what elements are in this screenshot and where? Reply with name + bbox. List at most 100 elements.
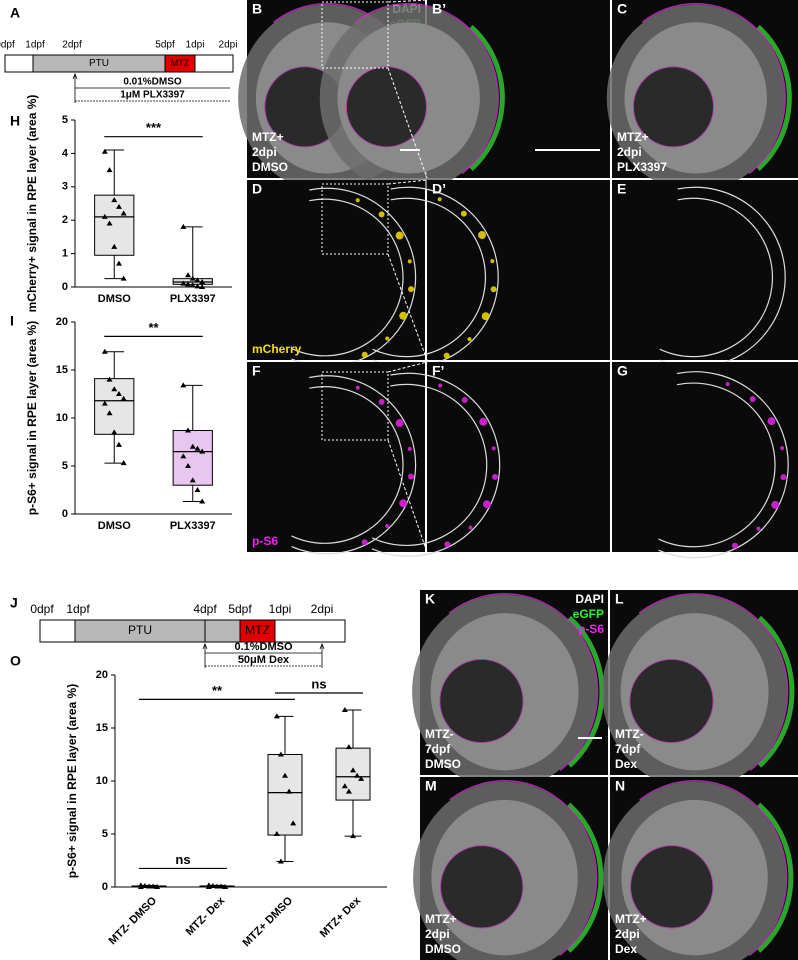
signal-spot: [378, 211, 385, 218]
y-tick-label: 4: [62, 147, 69, 159]
zoom-guide: [387, 253, 428, 361]
data-point: [350, 833, 356, 839]
zoom-guide: [387, 67, 428, 179]
condition-caption: MTZ+: [617, 130, 649, 144]
y-tick-label: 10: [56, 412, 68, 424]
y-tick-label: 10: [96, 775, 108, 787]
segment-label: PTU: [89, 58, 109, 69]
box: [267, 754, 303, 836]
panel-letter: K: [425, 591, 435, 607]
condition-caption: Dex: [615, 942, 637, 956]
signal-spot: [408, 286, 415, 293]
ps6-signal: [639, 780, 788, 957]
signal-spot: [780, 446, 785, 451]
day-label: 0dpf: [0, 40, 15, 51]
condition-caption: PLX3397: [617, 160, 667, 174]
data-point: [120, 460, 127, 466]
panel-letter: D: [252, 181, 262, 197]
panel-letter: F: [252, 363, 261, 379]
signal-spot: [361, 539, 368, 546]
signal-spot: [725, 382, 730, 387]
lens: [439, 658, 524, 744]
zoom-guide: [387, 0, 428, 3]
data-point: [101, 348, 108, 354]
box: [172, 429, 213, 486]
signal-spot: [460, 210, 467, 217]
x-tick-label: MTZ+ Dex: [318, 894, 364, 940]
lens: [345, 66, 428, 148]
rpe-outline: [658, 371, 789, 559]
day-label: 1dpf: [66, 602, 90, 616]
zoom-guide: [387, 179, 428, 185]
y-tick-label: 15: [96, 722, 108, 734]
rpe-outline: [371, 372, 501, 557]
egfp-signal: [756, 802, 794, 953]
data-point: [101, 213, 108, 219]
panel-letter: M: [425, 778, 437, 794]
data-point: [146, 883, 152, 889]
ps6-signal: [641, 2, 786, 175]
significance-label: ***: [146, 120, 162, 135]
rpe-outline: [291, 375, 417, 555]
micrograph: [612, 362, 798, 552]
x-tick-label: MTZ- Dex: [184, 894, 228, 938]
data-point: [199, 284, 206, 289]
panel-letter: L: [615, 591, 624, 607]
day-label: 1dpi: [269, 602, 292, 616]
panel-letter: N: [615, 778, 625, 794]
data-point: [199, 278, 206, 284]
x-tick-label: DMSO: [98, 520, 131, 532]
ps6-signal: [354, 2, 499, 175]
data-point: [277, 751, 284, 757]
segment-label: MTZ: [245, 623, 270, 637]
data-point: [120, 395, 127, 401]
segment-label: MTZ: [171, 58, 190, 68]
egfp-signal: [566, 802, 604, 953]
micrograph: [247, 180, 425, 360]
y-tick-label: 0: [62, 281, 68, 293]
egfp-signal: [756, 24, 792, 171]
ptu-segment: [74, 619, 241, 643]
data-point: [101, 400, 108, 406]
condition-caption: 2dpi: [425, 927, 450, 941]
y-tick-label: 5: [102, 828, 108, 840]
day-label: 5dpf: [228, 602, 252, 616]
panel-letter: B: [252, 1, 262, 17]
signal-spot: [361, 351, 368, 358]
panel-letter: D’: [432, 181, 446, 197]
box: [335, 747, 371, 801]
condition-caption: DMSO: [425, 942, 461, 956]
significance-label: **: [212, 683, 223, 698]
condition-caption: 2dpi: [252, 145, 277, 159]
data-point: [185, 272, 192, 278]
y-axis-label: p-S6+ signal in RPE layer (area %): [25, 321, 39, 515]
lens: [629, 658, 714, 744]
lens: [440, 845, 524, 929]
data-point: [180, 280, 187, 286]
data-point: [214, 883, 220, 889]
signal-spot: [479, 417, 488, 426]
data-point: [189, 275, 196, 281]
data-point: [189, 477, 196, 483]
condition-caption: p-S6: [252, 534, 278, 548]
rpe-outline: [291, 386, 404, 544]
data-point: [218, 883, 225, 889]
rpe-outline: [371, 383, 488, 547]
condition-caption: Dex: [615, 757, 637, 771]
day-label: 2dpf: [62, 40, 82, 51]
y-tick-label: 5: [62, 114, 68, 126]
signal-spot: [443, 352, 450, 359]
signal-spot: [756, 526, 761, 531]
signal-spot: [771, 500, 780, 509]
zoom-box: [321, 371, 389, 441]
signal-spot: [780, 474, 787, 481]
data-point: [137, 884, 144, 889]
data-point: [111, 197, 118, 203]
signal-spot: [481, 312, 490, 321]
arrow-head: [72, 72, 78, 80]
y-tick-label: 20: [56, 316, 68, 328]
signal-spot: [468, 525, 473, 530]
rpe-outline: [291, 198, 404, 357]
condition-caption: 2dpi: [615, 927, 640, 941]
data-point: [345, 744, 352, 750]
